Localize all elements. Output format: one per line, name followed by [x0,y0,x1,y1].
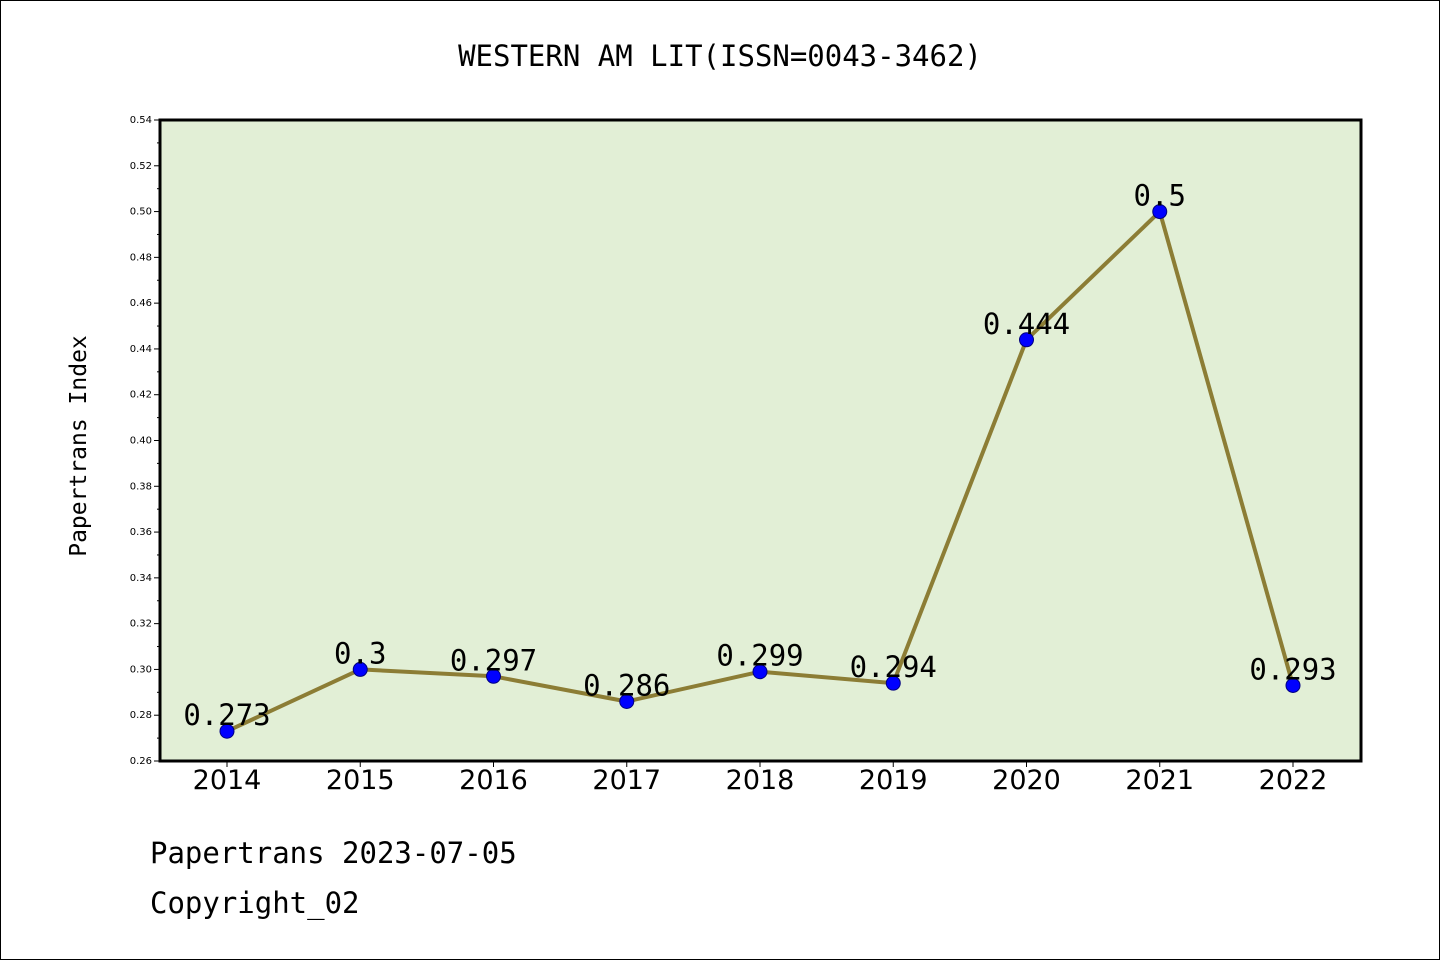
y-axis: 0.26 0.28 0.30 0.32 0.34 0.36 0.38 0.40 0.42 0.44… [130,115,160,767]
y-tick-label: 0.44 [130,344,152,355]
data-point [1019,332,1034,348]
y-tick-label: 0.52 [130,161,152,172]
footer-copyright-text: Copyright_02 [150,886,360,920]
y-tick-label: 0.50 [130,207,152,218]
y-tick-label: 0.54 [130,115,152,126]
y-tick-label: 0.48 [130,252,152,263]
data-label: 0.273 [183,698,270,732]
y-tick-label: 0.38 [130,481,152,492]
y-tick-label: 0.42 [130,390,152,401]
y-tick-label: 0.30 [130,664,152,675]
y-axis-label: Papertrans Index [66,335,92,557]
x-tick-label: 2020 [992,765,1061,796]
x-tick-label: 2019 [859,765,928,796]
x-tick-label: 2015 [326,765,395,796]
data-label: 0.286 [583,668,670,702]
data-point [352,661,368,677]
data-label: 0.3 [334,636,386,670]
x-tick-label: 2022 [1259,765,1328,796]
data-label: 0.444 [983,307,1070,341]
data-point [1152,204,1168,220]
y-tick-label: 0.46 [130,298,152,309]
plot-area [158,118,1363,763]
series-layer: 0.273 0.3 0.297 0.286 0.299 0.294 0.444 0.5 0.29… [183,179,1337,739]
y-tick-label: 0.26 [130,756,152,767]
data-point [752,664,768,680]
x-tick-label: 2016 [459,765,528,796]
data-point [486,668,501,684]
data-label: 0.297 [450,643,537,677]
x-axis: 2014 2015 2016 2017 2018 2019 2020 2021 2022 [193,761,1328,796]
data-point [1285,677,1301,693]
footer-date-text: Papertrans 2023-07-05 [150,836,517,870]
y-tick-label: 0.40 [130,436,152,447]
y-tick-label: 0.28 [130,710,152,721]
y-tick-label: 0.32 [130,619,152,630]
y-tick-label: 0.34 [130,573,152,584]
x-tick-label: 2018 [726,765,795,796]
data-point [885,675,901,691]
data-point [619,693,635,709]
x-tick-label: 2017 [592,765,661,796]
data-label: 0.5 [1134,179,1186,213]
data-label: 0.294 [850,650,937,684]
data-label: 0.299 [716,639,803,673]
x-tick-label: 2021 [1125,765,1194,796]
y-tick-label: 0.36 [130,527,152,538]
data-point [219,723,235,739]
data-label: 0.293 [1249,652,1336,686]
x-tick-label: 2014 [193,765,262,796]
chart-title: WESTERN AM LIT(ISSN=0043-3462) [458,39,982,73]
